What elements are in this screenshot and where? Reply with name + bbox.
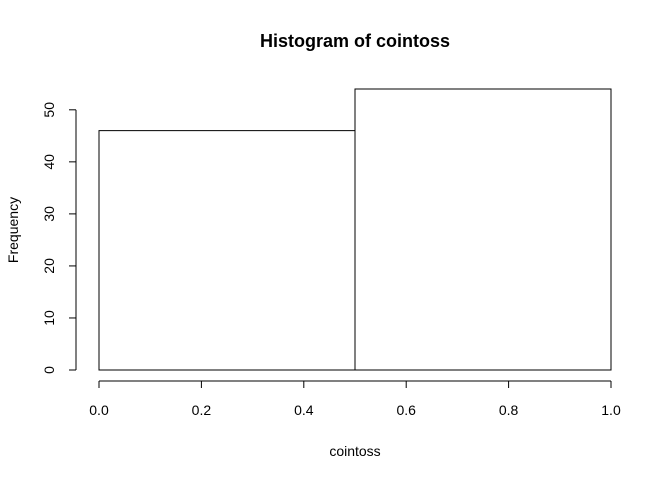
x-tick-label: 0.4	[294, 402, 314, 418]
y-tick-label: 30	[41, 206, 57, 222]
y-tick-label: 20	[41, 258, 57, 274]
x-tick-label: 0.2	[192, 402, 212, 418]
histogram-bar-1	[354, 88, 612, 371]
histogram-bar-0	[98, 130, 356, 371]
y-tick-label: 50	[41, 102, 57, 118]
y-axis-label: Frequency	[5, 197, 21, 263]
y-axis: 0 10 20 30 40 50	[41, 102, 77, 374]
x-tick-label: 0.8	[499, 402, 519, 418]
chart-title: Histogram of cointoss	[260, 31, 450, 51]
y-tick-label: 10	[41, 310, 57, 326]
bars-group	[98, 88, 612, 371]
y-tick-label: 40	[41, 154, 57, 170]
y-tick-label: 0	[41, 366, 57, 374]
x-tick-label: 1.0	[601, 402, 621, 418]
x-tick-label: 0.0	[89, 402, 109, 418]
x-axis: 0.0 0.2 0.4 0.6 0.8 1.0	[89, 380, 621, 418]
x-tick-label: 0.6	[396, 402, 416, 418]
x-axis-label: cointoss	[329, 443, 380, 459]
